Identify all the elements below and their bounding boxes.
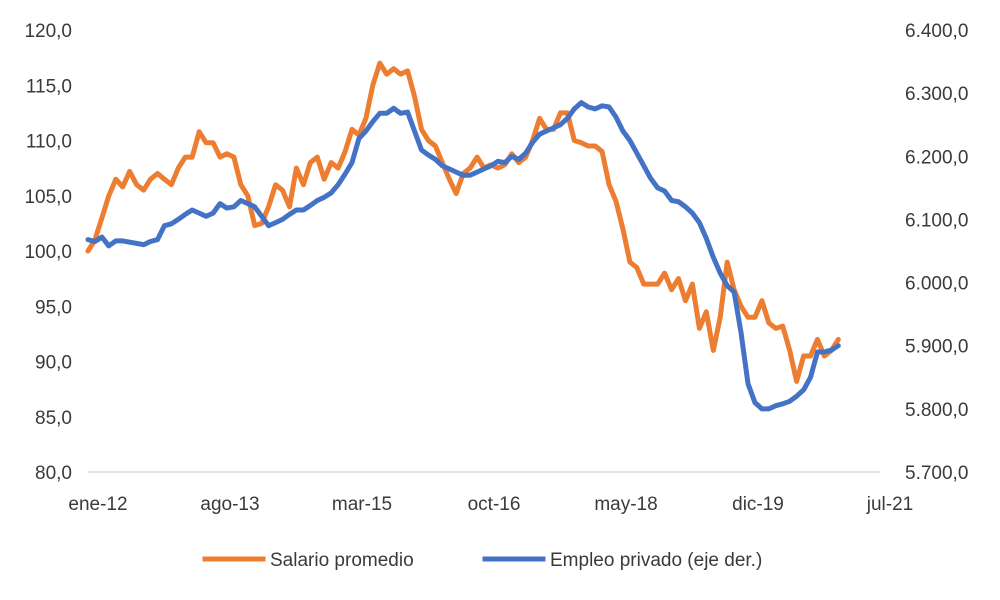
x-axis: ene-12 ago-13 mar-15 oct-16 may-18 dic-19 jul-… <box>68 471 913 515</box>
x-tick-label: dic-19 <box>732 494 784 515</box>
x-tick-label: oct-16 <box>468 494 521 515</box>
legend-label-empleo: Empleo privado (eje der.) <box>550 550 762 571</box>
legend-label-salario: Salario promedio <box>270 550 414 571</box>
y-left-tick-label: 105,0 <box>24 187 72 208</box>
x-tick-label: ene-12 <box>68 494 127 515</box>
y-right-tick-label: 6.300,0 <box>905 84 968 105</box>
y-right-tick-label: 5.800,0 <box>905 400 968 421</box>
series-layer <box>85 60 841 412</box>
legend: Salario promedio Empleo privado (eje der… <box>202 550 762 571</box>
y-right-tick-label: 5.700,0 <box>905 463 968 484</box>
x-tick-label: mar-15 <box>332 494 392 515</box>
y-right-tick-label: 6.200,0 <box>905 147 968 168</box>
y-right-tick-label: 6.000,0 <box>905 274 968 295</box>
y-left-tick-label: 110,0 <box>26 132 72 153</box>
x-tick-label: may-18 <box>594 494 657 515</box>
y-left-tick-label: 115,0 <box>26 76 72 97</box>
y-left-tick-label: 120,0 <box>24 21 72 42</box>
y-left-tick-label: 100,0 <box>24 242 72 263</box>
x-tick-label: jul-21 <box>866 494 913 515</box>
y-left-tick-label: 85,0 <box>35 408 72 429</box>
y-left-tick-label: 80,0 <box>35 463 72 484</box>
y-left-tick-label: 95,0 <box>35 297 72 318</box>
x-tick-label: ago-13 <box>200 494 259 515</box>
series-line-salario <box>85 60 841 384</box>
y-right-tick-label: 5.900,0 <box>905 337 968 358</box>
y-axis-right: 5.700,0 5.800,0 5.900,0 6.000,0 6.100,0 6.200… <box>905 21 968 484</box>
y-axis-left: 80,0 85,0 90,0 95,0 100,0 105,0 110,0 115,0 120,… <box>24 21 72 484</box>
y-right-tick-label: 6.100,0 <box>905 210 968 231</box>
y-left-tick-label: 90,0 <box>35 353 72 374</box>
y-right-tick-label: 6.400,0 <box>905 21 968 42</box>
series-line-empleo <box>85 100 841 412</box>
